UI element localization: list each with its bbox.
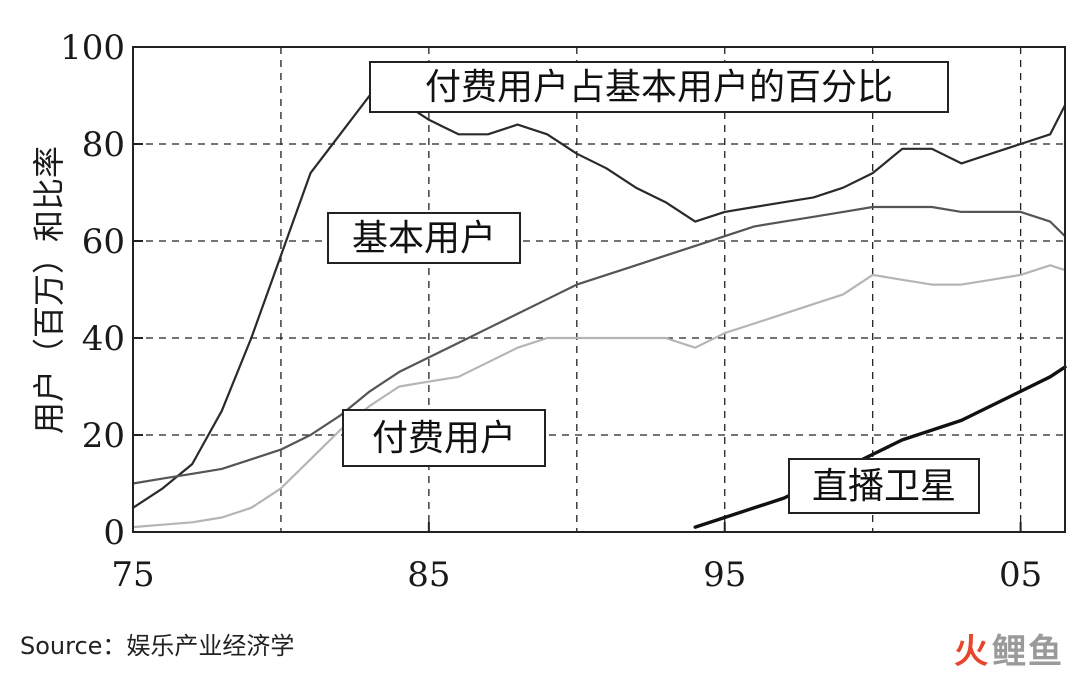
series-line-1 <box>131 94 1067 509</box>
x-tick-label-75: 75 <box>111 555 154 595</box>
annotation-label-1: 付费用户占基本用户的百分比 <box>425 67 893 108</box>
y-tick-label-20: 20 <box>82 416 125 456</box>
x-tick-label-05: 05 <box>999 555 1042 595</box>
plot-frame <box>132 46 1066 533</box>
annotation-label-3: 付费用户 <box>372 418 516 459</box>
annotation-box-3 <box>342 409 546 467</box>
series-line-3 <box>131 264 1067 529</box>
annotation-box-2 <box>327 212 521 264</box>
axes: 0 20 40 60 80 100 75 85 95 05 <box>60 28 1066 595</box>
x-tick-label-95: 95 <box>703 555 746 595</box>
series-lines <box>131 94 1067 529</box>
y-tick-label-80: 80 <box>82 125 125 165</box>
x-tick-label-85: 85 <box>407 555 450 595</box>
watermark-logo: 火 鲤鱼 <box>954 624 1064 673</box>
watermark-part-1: 火 <box>954 632 990 672</box>
watermark-part-2: 鲤鱼 <box>992 632 1064 672</box>
y-tick-label-0: 0 <box>103 513 125 553</box>
annotation-box-4 <box>788 458 980 514</box>
y-tick-label-100: 100 <box>60 28 125 68</box>
y-tick-label-40: 40 <box>82 319 125 359</box>
y-axis-label: 用户（百万）和比率 <box>30 146 68 434</box>
annotation-label-2: 基本用户 <box>352 218 496 259</box>
y-axis-title: 用户（百万）和比率 <box>30 146 68 434</box>
source-caption: Source：娱乐产业经济学 <box>20 632 295 660</box>
annotation-label-4: 直播卫星 <box>812 466 956 507</box>
series-line-2 <box>131 205 1067 485</box>
annotation-box-1 <box>369 61 949 113</box>
series-line-4 <box>693 365 1067 529</box>
y-tick-label-60: 60 <box>82 222 125 262</box>
